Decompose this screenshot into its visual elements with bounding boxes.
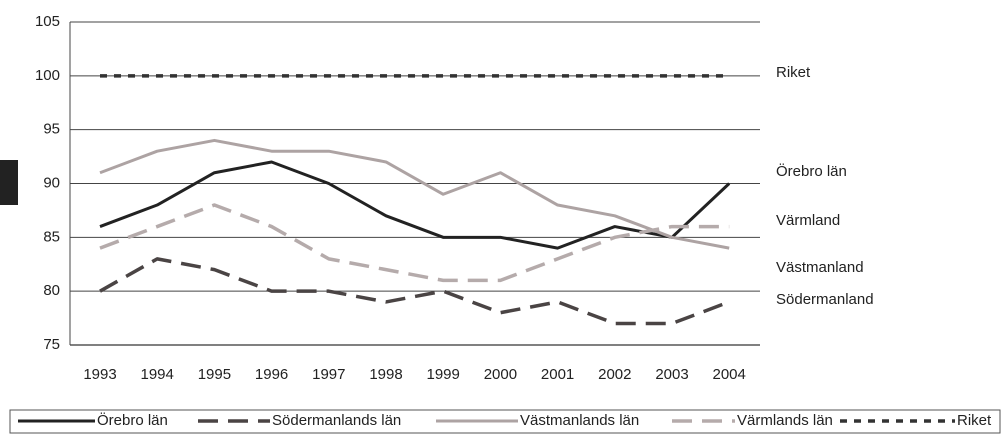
legend-label: Västmanlands län	[520, 412, 639, 429]
legend-label: Örebro län	[97, 411, 168, 429]
annotation: Riket	[776, 64, 811, 81]
series-line	[99, 160, 731, 250]
x-tick-label: 1994	[141, 366, 174, 383]
annotation: Södermanland	[776, 291, 874, 308]
y-tick-label: 95	[43, 121, 60, 138]
x-tick-label: 1995	[198, 366, 231, 383]
legend-box	[9, 409, 1001, 434]
legend-label: Riket	[957, 412, 992, 429]
legend-label: Värmlands län	[737, 412, 833, 429]
annotation: Värmland	[776, 212, 840, 229]
y-tick-label: 75	[43, 336, 60, 353]
y-tick-label: 105	[35, 13, 60, 30]
x-tick-label: 2000	[484, 366, 517, 383]
y-tick-label: 80	[43, 282, 60, 299]
x-tick-label: 1999	[427, 366, 460, 383]
series-line	[99, 257, 730, 326]
x-tick-label: 2003	[655, 366, 688, 383]
annotation: Västmanland	[776, 259, 864, 276]
x-tick-label: 1998	[369, 366, 402, 383]
annotation: Örebro län	[776, 162, 847, 180]
side-block	[0, 160, 18, 205]
series-line	[99, 138, 730, 250]
y-tick-label: 85	[43, 228, 60, 245]
y-tick-label: 90	[43, 174, 60, 191]
legend-label: Södermanlands län	[272, 412, 401, 429]
x-tick-label: 1993	[83, 366, 116, 383]
x-tick-label: 2002	[598, 366, 631, 383]
series-line	[99, 203, 730, 283]
x-tick-label: 2001	[541, 366, 574, 383]
x-tick-label: 2004	[713, 366, 746, 383]
y-tick-label: 100	[35, 67, 60, 84]
x-tick-label: 1997	[312, 366, 345, 383]
x-tick-label: 1996	[255, 366, 288, 383]
